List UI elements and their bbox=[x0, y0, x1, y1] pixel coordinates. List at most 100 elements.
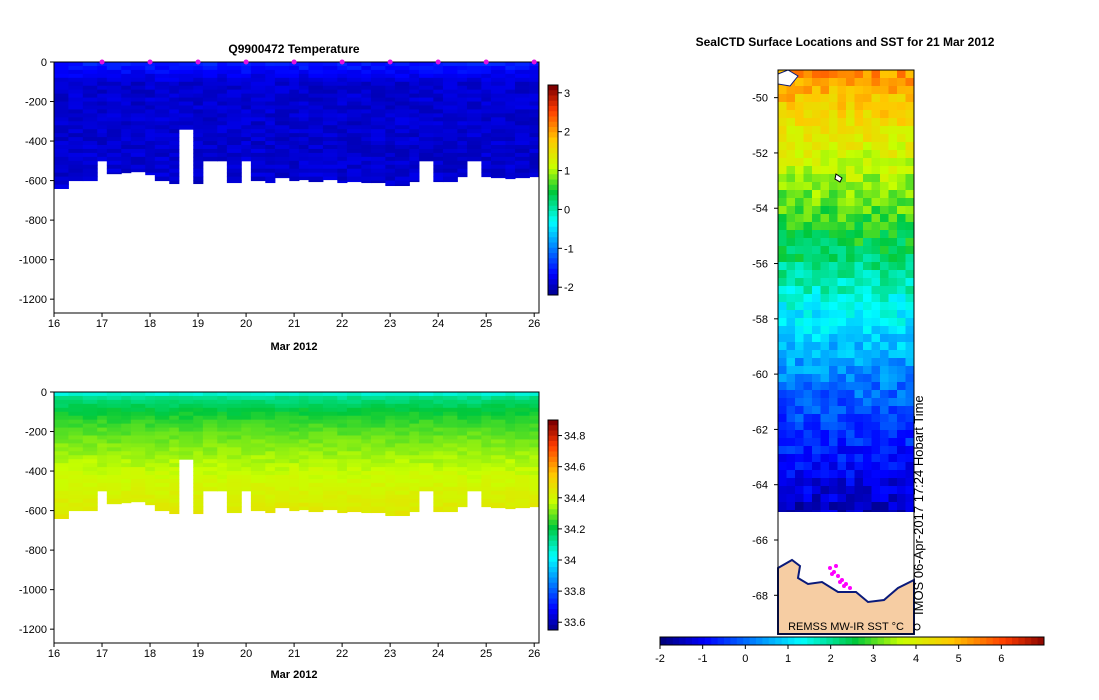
latitude-tick-label: -62 bbox=[752, 424, 768, 436]
temperature-cell bbox=[529, 73, 540, 79]
temperature-cell bbox=[394, 133, 410, 138]
temperature-cell bbox=[82, 109, 98, 114]
temperature-cell bbox=[505, 168, 516, 174]
sst-colorbar-swatch bbox=[954, 637, 962, 645]
salinity-colorbar-swatch bbox=[548, 420, 558, 426]
sst-cell bbox=[905, 102, 915, 111]
sst-cell bbox=[871, 214, 881, 223]
temperature-cell bbox=[241, 141, 252, 146]
temperature-cell bbox=[202, 65, 218, 71]
salinity-cell bbox=[298, 411, 310, 417]
temperature-cell bbox=[442, 133, 458, 138]
salinity-cell bbox=[370, 447, 386, 452]
salinity-cell bbox=[265, 471, 276, 476]
temperature-cell bbox=[54, 101, 69, 106]
temperature-cell bbox=[409, 109, 420, 114]
salinity-cell bbox=[106, 486, 122, 492]
salinity-cell bbox=[226, 455, 242, 460]
salinity-cell bbox=[337, 478, 348, 484]
temperature-cell bbox=[226, 81, 242, 87]
temperature-cell bbox=[193, 89, 204, 95]
temperature-colorbar-swatch bbox=[548, 205, 558, 212]
salinity-cell bbox=[169, 467, 180, 472]
sst-cell bbox=[778, 486, 787, 495]
sst-cell bbox=[829, 102, 838, 111]
temperature-cell bbox=[385, 89, 396, 95]
sst-cell bbox=[846, 150, 855, 159]
temperature-cell bbox=[409, 73, 420, 79]
sst-cell bbox=[786, 470, 796, 479]
temperature-cell bbox=[241, 73, 252, 79]
temperature-cell bbox=[298, 93, 310, 99]
sst-cell bbox=[863, 334, 872, 343]
salinity-cell bbox=[289, 399, 300, 405]
temperature-cell bbox=[308, 113, 324, 118]
salinity-cell bbox=[130, 471, 146, 476]
salinity-cell bbox=[193, 475, 204, 480]
salinity-cell bbox=[514, 467, 530, 472]
temperature-cell bbox=[265, 89, 276, 95]
salinity-cell bbox=[433, 419, 444, 425]
salinity-cell bbox=[193, 415, 204, 421]
temperature-cell bbox=[154, 113, 170, 118]
sst-cell bbox=[786, 478, 796, 487]
sst-cell bbox=[897, 270, 906, 279]
salinity-cell bbox=[82, 419, 98, 425]
temperature-cell bbox=[457, 81, 468, 87]
sst-cell bbox=[795, 342, 804, 351]
temperature-cell bbox=[226, 105, 242, 110]
salinity-cell bbox=[298, 471, 310, 476]
sst-cell bbox=[812, 118, 821, 127]
salinity-cell bbox=[226, 482, 242, 488]
salinity-cell bbox=[154, 443, 170, 448]
sst-cell bbox=[803, 422, 813, 431]
salinity-cell bbox=[178, 431, 194, 436]
salinity-cell bbox=[433, 502, 444, 508]
sst-cell bbox=[897, 150, 906, 159]
sst-cell bbox=[854, 470, 864, 479]
sst-cell bbox=[871, 478, 881, 487]
sst-cell bbox=[880, 166, 889, 175]
salinity-cell bbox=[529, 463, 540, 468]
temperature-cell bbox=[145, 81, 156, 87]
temperature-cell bbox=[68, 101, 84, 106]
sst-cell bbox=[803, 406, 813, 415]
temperature-colorbar-swatch bbox=[548, 132, 558, 138]
profile-marker bbox=[483, 59, 489, 65]
temperature-cell bbox=[265, 180, 276, 184]
temperature-cell bbox=[442, 69, 458, 75]
temperature-cell bbox=[298, 141, 310, 146]
temperature-colorbar-swatch bbox=[548, 90, 558, 96]
temperature-cell bbox=[193, 156, 204, 162]
temperature-cell bbox=[82, 69, 98, 75]
salinity-cell bbox=[226, 403, 242, 409]
sst-cell bbox=[880, 302, 889, 311]
sst-cell bbox=[888, 350, 898, 359]
temperature-cell bbox=[274, 156, 290, 162]
temperature-cell bbox=[82, 105, 98, 110]
sst-cell bbox=[888, 126, 898, 135]
salinity-cell bbox=[289, 463, 300, 468]
sst-cell bbox=[803, 366, 813, 375]
salinity-cell bbox=[217, 459, 228, 464]
temperature-cell bbox=[250, 81, 266, 87]
sst-colorbar-swatch bbox=[980, 637, 987, 645]
temperature-cell bbox=[385, 152, 396, 158]
salinity-cell bbox=[433, 455, 444, 460]
salinity-cell bbox=[274, 506, 290, 509]
salinity-cell bbox=[433, 459, 444, 464]
temperature-cell bbox=[481, 160, 492, 166]
temperature-cell bbox=[106, 141, 122, 146]
sst-cell bbox=[880, 126, 889, 135]
temperature-cell bbox=[308, 117, 324, 122]
salinity-colorbar-swatch bbox=[548, 446, 558, 452]
salinity-cell bbox=[370, 435, 386, 440]
salinity-cell bbox=[97, 475, 108, 480]
temperature-cell bbox=[337, 137, 348, 142]
salinity-cell bbox=[68, 403, 84, 409]
sst-cell bbox=[846, 422, 855, 431]
temperature-cell bbox=[457, 148, 468, 154]
sst-cell bbox=[846, 414, 855, 423]
sst-cell bbox=[803, 342, 813, 351]
temperature-cell bbox=[346, 101, 362, 106]
